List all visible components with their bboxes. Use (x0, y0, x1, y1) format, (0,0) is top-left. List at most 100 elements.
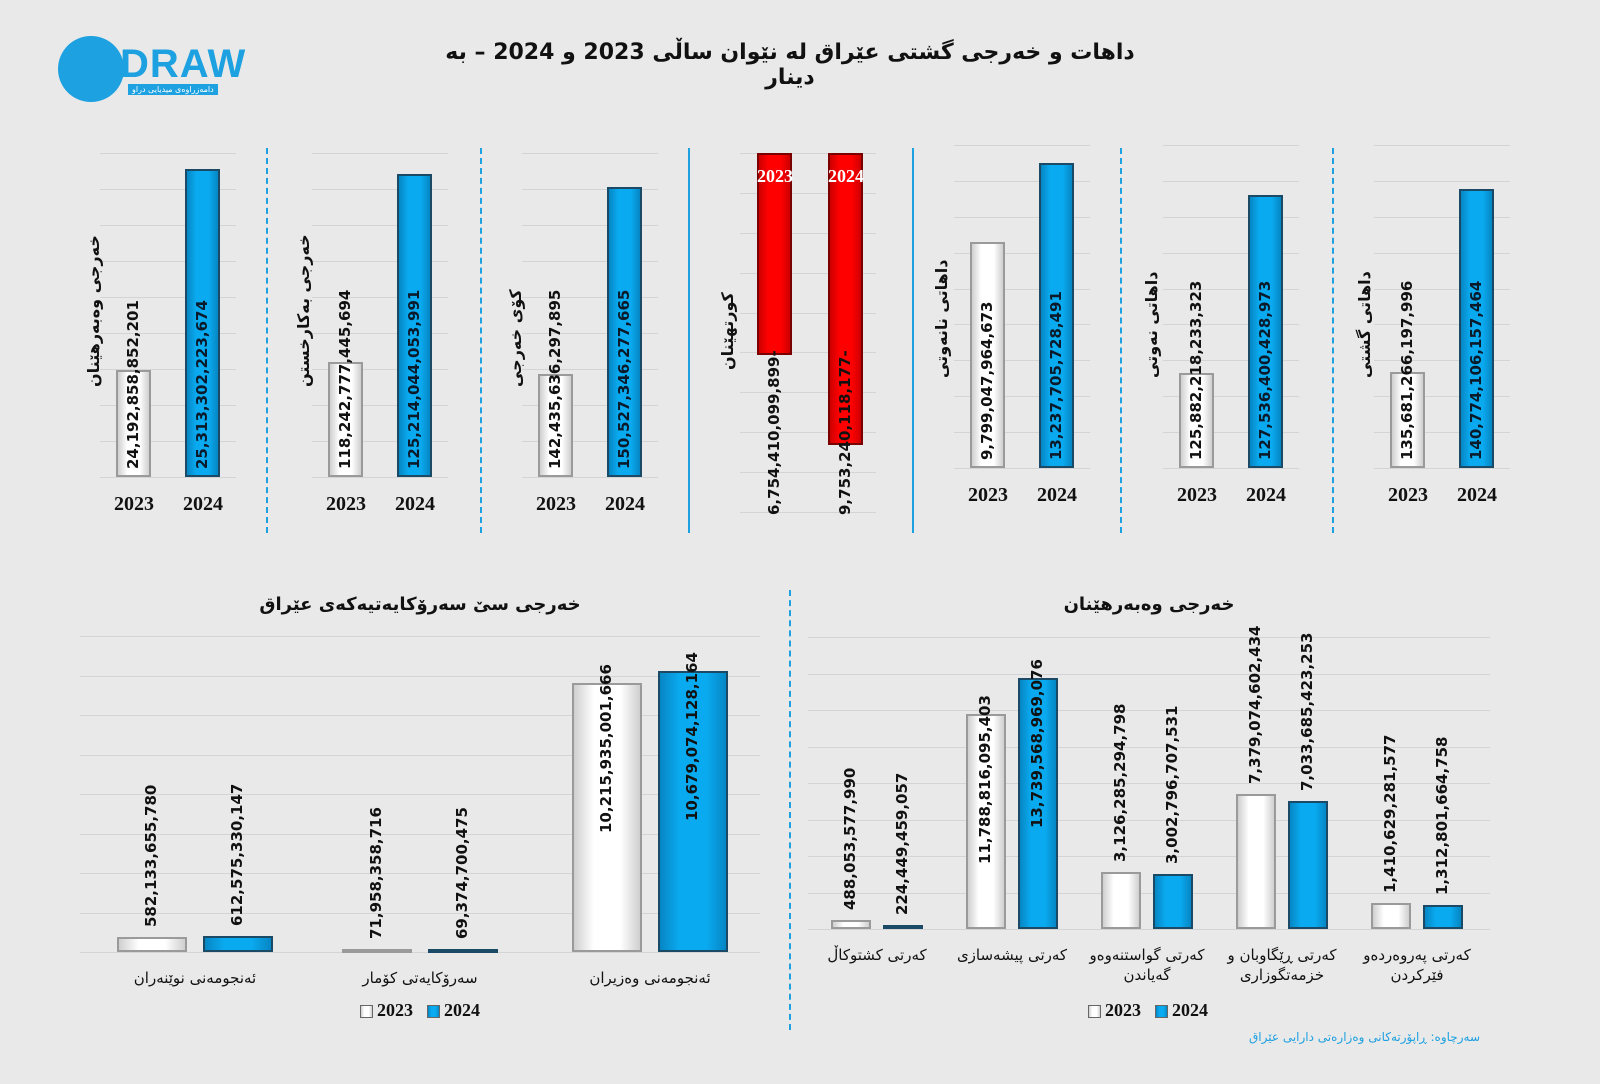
year-label: 2023 (1388, 484, 1428, 506)
gridline (80, 675, 760, 677)
source-note: سەرچاوە: ڕاپۆرتەکانی وەزارەتی دارایی عێر… (1248, 1030, 1480, 1044)
axis-title: خەرجی بەکارخستن (294, 234, 313, 387)
gridline (1374, 396, 1510, 398)
legend-swatch (427, 1005, 440, 1019)
gridline (1163, 360, 1299, 362)
gridline (740, 472, 876, 474)
panel-divider (1120, 148, 1122, 533)
axis-title: داهاتی گشتی (1355, 271, 1374, 378)
year-label: 2024 (828, 166, 864, 186)
gridline (1163, 396, 1299, 398)
value-label: 3,126,285,294,798 (1111, 703, 1129, 862)
gridline (312, 261, 448, 262)
gridline (100, 225, 236, 226)
gridline (312, 369, 448, 370)
gridline (80, 912, 760, 914)
bar-2024 (1459, 188, 1494, 468)
category-label: کەرتی ڕێگاوبان و خزمەتگوزاری (1227, 946, 1337, 984)
gridline (312, 297, 448, 298)
gridline (522, 333, 658, 334)
gridline (522, 261, 658, 262)
value-label: 142,435,636,297,895 (546, 289, 564, 469)
axis-title: کورتهێنان (718, 292, 737, 370)
value-label: 127,536,400,428,973 (1256, 280, 1274, 460)
panel-divider (912, 148, 914, 533)
gridline (1163, 252, 1299, 254)
value-label: 488,053,577,990 (841, 767, 859, 911)
gridline (808, 819, 1490, 821)
value-label: 224,449,459,057 (893, 772, 911, 915)
category-label: ئەنجومەنی نوێنەران (133, 969, 257, 987)
bar-2023 (1101, 871, 1141, 929)
gridline (80, 754, 760, 756)
gridline (740, 432, 876, 434)
bar-2023 (831, 920, 871, 929)
value-label: 7,379,074,602,434 (1246, 625, 1264, 785)
gridline (312, 441, 448, 442)
gridline (740, 272, 876, 274)
gridline (80, 636, 760, 637)
gridline (1374, 324, 1510, 326)
bar-2023 (116, 370, 151, 477)
gridline (80, 833, 760, 835)
section-divider (789, 590, 791, 1030)
gridline (954, 216, 1090, 218)
gridline (954, 396, 1090, 398)
category-label: ئەنجومەنی وەزیران (589, 969, 711, 987)
gridline (80, 952, 760, 953)
category-label: کەرتی پیشەسازی (956, 946, 1068, 964)
gridline (100, 153, 236, 154)
panel-divider (1332, 148, 1334, 533)
value-label: 10,215,935,001,666 (597, 664, 615, 833)
bar-2023 (757, 153, 792, 356)
year-label: 2023 (536, 493, 576, 515)
gridline (522, 153, 658, 154)
value-label: 7,033,685,423,253 (1298, 632, 1316, 791)
value-label: 13,739,568,969,076 (1028, 659, 1046, 829)
bar-2023 (538, 374, 573, 477)
gridline (80, 715, 760, 716)
gridline (80, 873, 760, 874)
value-label: 9,799,047,964,673 (978, 301, 996, 460)
gridline (522, 189, 658, 190)
year-label: 2024 (1037, 484, 1077, 506)
gridline (1374, 216, 1510, 218)
gridline (954, 432, 1090, 434)
legend-swatch (1088, 1005, 1101, 1019)
bar-2023 (1390, 371, 1425, 468)
gridline (312, 189, 448, 190)
legend-label: 2023 (377, 1000, 413, 1020)
gridline (1374, 288, 1510, 290)
value-label: 135,681,266,197,996 (1398, 280, 1416, 460)
value-label: 125,882,218,233,323 (1187, 280, 1205, 460)
bar-2023 (328, 362, 363, 477)
value-label: 6,754,410,099,899- (765, 350, 783, 515)
legend-item-2024: 2024 (427, 1000, 480, 1021)
gridline (808, 929, 1490, 930)
value-label: 140,774,106,157,464 (1467, 280, 1485, 460)
category-label: کەرتی کشتوکاڵ (827, 946, 927, 964)
gridline (1163, 288, 1299, 290)
gridline (1374, 432, 1510, 434)
axis-title: داهاتی نەوتی (1142, 271, 1161, 378)
bar-2024 (1039, 162, 1074, 468)
category-label: کەرتی گواستنەوەو گەیاندن (1089, 946, 1205, 984)
panel-divider (688, 148, 690, 533)
gridline (808, 637, 1490, 638)
category-label: کەرتی پەروەردەو فێرکردن (1363, 946, 1471, 984)
gridline (740, 512, 876, 513)
gridline (100, 405, 236, 406)
logo-circle (58, 36, 124, 102)
gridline (312, 477, 448, 478)
gridline (740, 232, 876, 234)
gridline (522, 441, 658, 442)
gridline (954, 180, 1090, 182)
chart-legend: 2023 2024 (1088, 1000, 1208, 1021)
gridline (954, 145, 1090, 146)
bar-2023 (970, 241, 1005, 468)
logo-word: DRAW (120, 42, 247, 86)
legend-item-2023: 2023 (360, 1000, 413, 1021)
gridline (522, 225, 658, 226)
gridline (1163, 432, 1299, 434)
